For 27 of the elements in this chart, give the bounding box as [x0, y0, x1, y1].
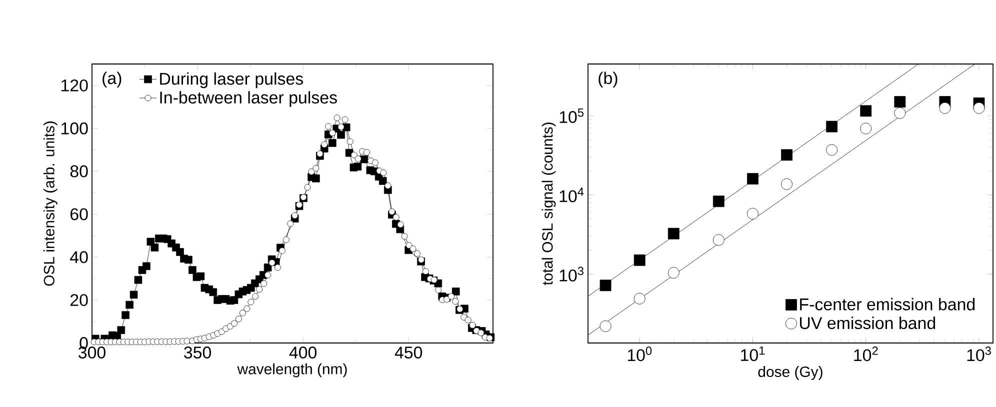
y-tick-label: 100 [62, 122, 88, 134]
x-tick-label: 400 [289, 346, 317, 359]
legend-label: In-between laser pulses [160, 91, 337, 107]
x-tick-label: 10$^{3}$ [967, 346, 991, 362]
x-tick-label: 10$^{0}$ [628, 346, 652, 362]
annotation: (b) [598, 72, 618, 88]
x-axis-title: wavelength (nm) [237, 363, 347, 378]
y-tick-label: 120 [62, 79, 88, 92]
x-tick-label: 300 [78, 346, 106, 359]
y-tick-label: 10$^{5}$ [560, 108, 584, 124]
y-tick-label: 80 [70, 165, 88, 178]
y-tick-label: 60 [70, 208, 88, 220]
x-tick-label: 10$^{2}$ [854, 346, 878, 362]
annotation: (a) [102, 72, 122, 88]
x-tick-label: 350 [184, 346, 211, 359]
y-axis-title: OSL intensity (arb. units) [43, 122, 58, 286]
x-tick-label: 10$^{1}$ [741, 346, 765, 362]
x-axis-title: dose (Gy) [758, 366, 822, 380]
legend-label: During laser pulses [160, 72, 304, 88]
y-axis-title: total OSL signal (counts) [542, 122, 556, 286]
y-tick-label: 20 [70, 294, 88, 306]
legend-label: UV emission band [800, 316, 936, 330]
y-tick-label: 10$^{4}$ [560, 188, 584, 202]
x-tick-label: 450 [394, 346, 422, 359]
legend-label: F-center emission band [800, 298, 975, 310]
y-tick-label: 40 [70, 251, 88, 264]
y-tick-label: 10$^{3}$ [560, 266, 584, 282]
